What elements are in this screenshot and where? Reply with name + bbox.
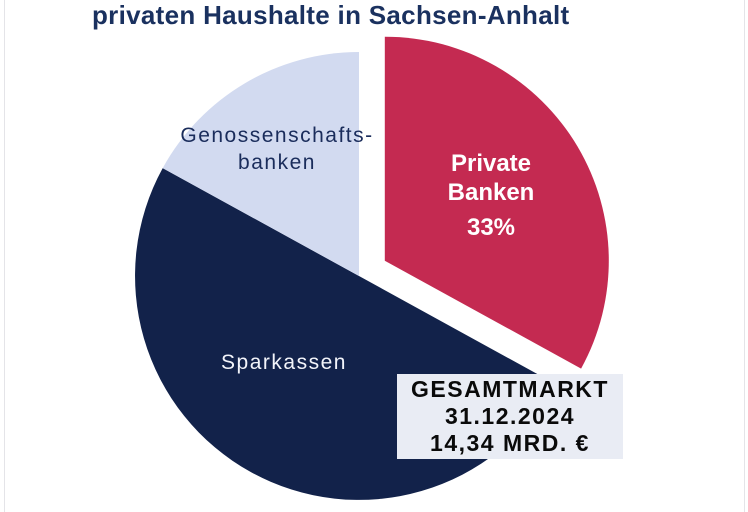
- gesamtmarkt-value: 14,34 MRD. €: [430, 430, 590, 456]
- gesamtmarkt-box: GESAMTMARKT 31.12.2024 14,34 MRD. €: [397, 374, 623, 459]
- right-edge-divider: [744, 0, 745, 512]
- gesamtmarkt-date: 31.12.2024: [444, 403, 576, 429]
- pie-slice-genossenschaftsbanken: [162, 51, 359, 276]
- pie-slice-private-banken: [384, 36, 609, 369]
- chart-title: privaten Haushalte in Sachsen-Anhalt: [92, 0, 570, 30]
- left-edge-divider: [4, 0, 5, 512]
- gesamtmarkt-title: GESAMTMARKT: [411, 376, 609, 402]
